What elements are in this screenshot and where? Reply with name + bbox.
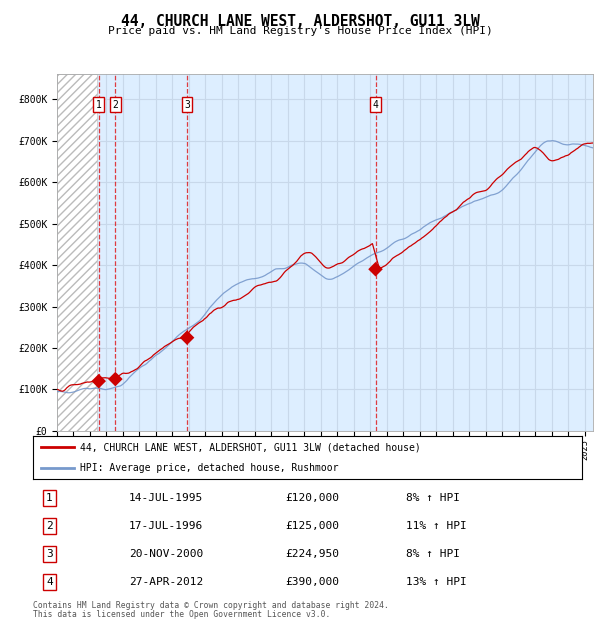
Text: £390,000: £390,000 [286, 577, 340, 587]
Point [110, 374, 120, 384]
Text: 8% ↑ HPI: 8% ↑ HPI [406, 549, 460, 559]
Text: 2: 2 [46, 521, 53, 531]
Text: 13% ↑ HPI: 13% ↑ HPI [406, 577, 467, 587]
Text: 8% ↑ HPI: 8% ↑ HPI [406, 493, 460, 503]
Text: 27-APR-2012: 27-APR-2012 [129, 577, 203, 587]
Text: 3: 3 [46, 549, 53, 559]
Text: 44, CHURCH LANE WEST, ALDERSHOT, GU11 3LW (detached house): 44, CHURCH LANE WEST, ALDERSHOT, GU11 3L… [80, 442, 421, 452]
Text: Price paid vs. HM Land Registry's House Price Index (HPI): Price paid vs. HM Land Registry's House … [107, 26, 493, 36]
Text: 44, CHURCH LANE WEST, ALDERSHOT, GU11 3LW: 44, CHURCH LANE WEST, ALDERSHOT, GU11 3L… [121, 14, 479, 29]
Text: 4: 4 [373, 100, 379, 110]
Text: Contains HM Land Registry data © Crown copyright and database right 2024.: Contains HM Land Registry data © Crown c… [33, 601, 389, 611]
Point [94, 376, 104, 386]
Text: 20-NOV-2000: 20-NOV-2000 [129, 549, 203, 559]
Point [371, 264, 380, 274]
Text: £120,000: £120,000 [286, 493, 340, 503]
Text: 17-JUL-1996: 17-JUL-1996 [129, 521, 203, 531]
Text: £125,000: £125,000 [286, 521, 340, 531]
Text: 14-JUL-1995: 14-JUL-1995 [129, 493, 203, 503]
Text: 1: 1 [96, 100, 101, 110]
Text: 2: 2 [112, 100, 118, 110]
Text: HPI: Average price, detached house, Rushmoor: HPI: Average price, detached house, Rush… [80, 463, 338, 473]
Text: £224,950: £224,950 [286, 549, 340, 559]
Text: 11% ↑ HPI: 11% ↑ HPI [406, 521, 467, 531]
Text: 1: 1 [46, 493, 53, 503]
Text: 4: 4 [46, 577, 53, 587]
Text: This data is licensed under the Open Government Licence v3.0.: This data is licensed under the Open Gov… [33, 610, 331, 619]
Point [182, 333, 192, 343]
Text: 3: 3 [184, 100, 190, 110]
